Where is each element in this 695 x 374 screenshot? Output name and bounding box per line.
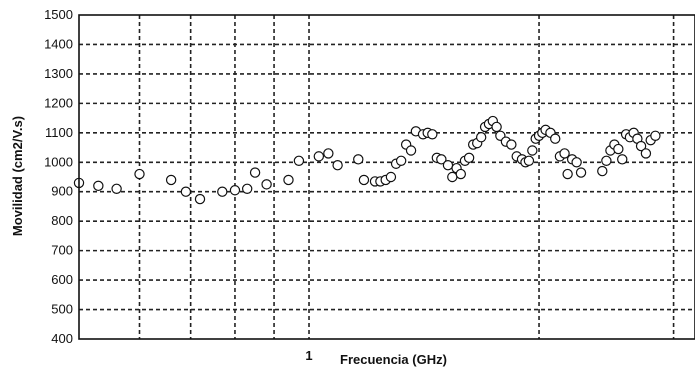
data-point	[650, 130, 661, 141]
data-point	[640, 148, 652, 159]
data-point	[523, 155, 535, 166]
data-point	[241, 183, 253, 194]
data-point	[249, 167, 261, 178]
x-axis-title: Frecuencia (GHz)	[340, 352, 447, 367]
y-tick-label-700: 700	[51, 243, 73, 258]
data-point	[165, 174, 177, 186]
data-point	[194, 193, 206, 205]
data-point	[463, 152, 475, 164]
data-point	[293, 155, 305, 166]
data-point	[575, 167, 587, 178]
x-tick-label-1: 1	[305, 348, 312, 363]
data-point	[427, 129, 438, 140]
data-point	[261, 179, 272, 190]
data-point	[571, 157, 582, 168]
data-point	[436, 154, 447, 165]
data-point	[491, 121, 502, 133]
data-point	[506, 139, 517, 150]
data-point	[229, 185, 241, 196]
data-point	[180, 186, 192, 197]
point-layer	[73, 115, 661, 205]
y-tick-label-1000: 1000	[44, 154, 73, 169]
data-point	[447, 171, 458, 183]
data-point	[313, 151, 325, 162]
y-tick-label-900: 900	[51, 184, 73, 199]
grid-layer	[79, 15, 695, 339]
data-point	[405, 145, 417, 156]
data-point	[442, 160, 454, 171]
data-point	[475, 132, 487, 143]
data-point	[93, 180, 104, 192]
data-point	[597, 165, 608, 177]
data-point	[358, 174, 370, 186]
data-point	[134, 168, 145, 180]
data-point	[395, 155, 407, 166]
data-point	[613, 143, 624, 155]
y-tick-label-1100: 1100	[45, 125, 73, 140]
y-tick-label-800: 800	[51, 213, 73, 228]
data-point	[550, 133, 561, 144]
data-point	[385, 171, 397, 183]
data-point	[617, 154, 628, 165]
plot-frame	[78, 14, 695, 340]
data-point	[217, 186, 228, 197]
y-tick-label-1400: 1400	[44, 36, 73, 51]
y-tick-label-400: 400	[51, 331, 73, 346]
data-point	[332, 160, 343, 171]
data-point	[353, 154, 364, 165]
y-tick-label-1300: 1300	[44, 66, 73, 81]
y-axis-title: Movilidad (cm2/V.s)	[10, 116, 25, 236]
axis-layer: 400 500 600 700 800 900 1000 1100 1200 1300 1400 15…	[44, 7, 313, 363]
data-point	[283, 174, 294, 186]
data-point	[559, 148, 570, 159]
y-tick-label-500: 500	[51, 302, 73, 317]
y-tick-label-600: 600	[51, 272, 73, 287]
data-point	[527, 145, 538, 156]
data-point	[455, 168, 467, 180]
data-point	[323, 148, 334, 159]
y-tick-label-1500: 1500	[44, 7, 73, 22]
y-tick-label-1200: 1200	[44, 95, 73, 110]
data-point	[111, 183, 122, 194]
data-point	[635, 140, 647, 152]
data-point	[562, 168, 573, 180]
data-point	[601, 155, 612, 166]
